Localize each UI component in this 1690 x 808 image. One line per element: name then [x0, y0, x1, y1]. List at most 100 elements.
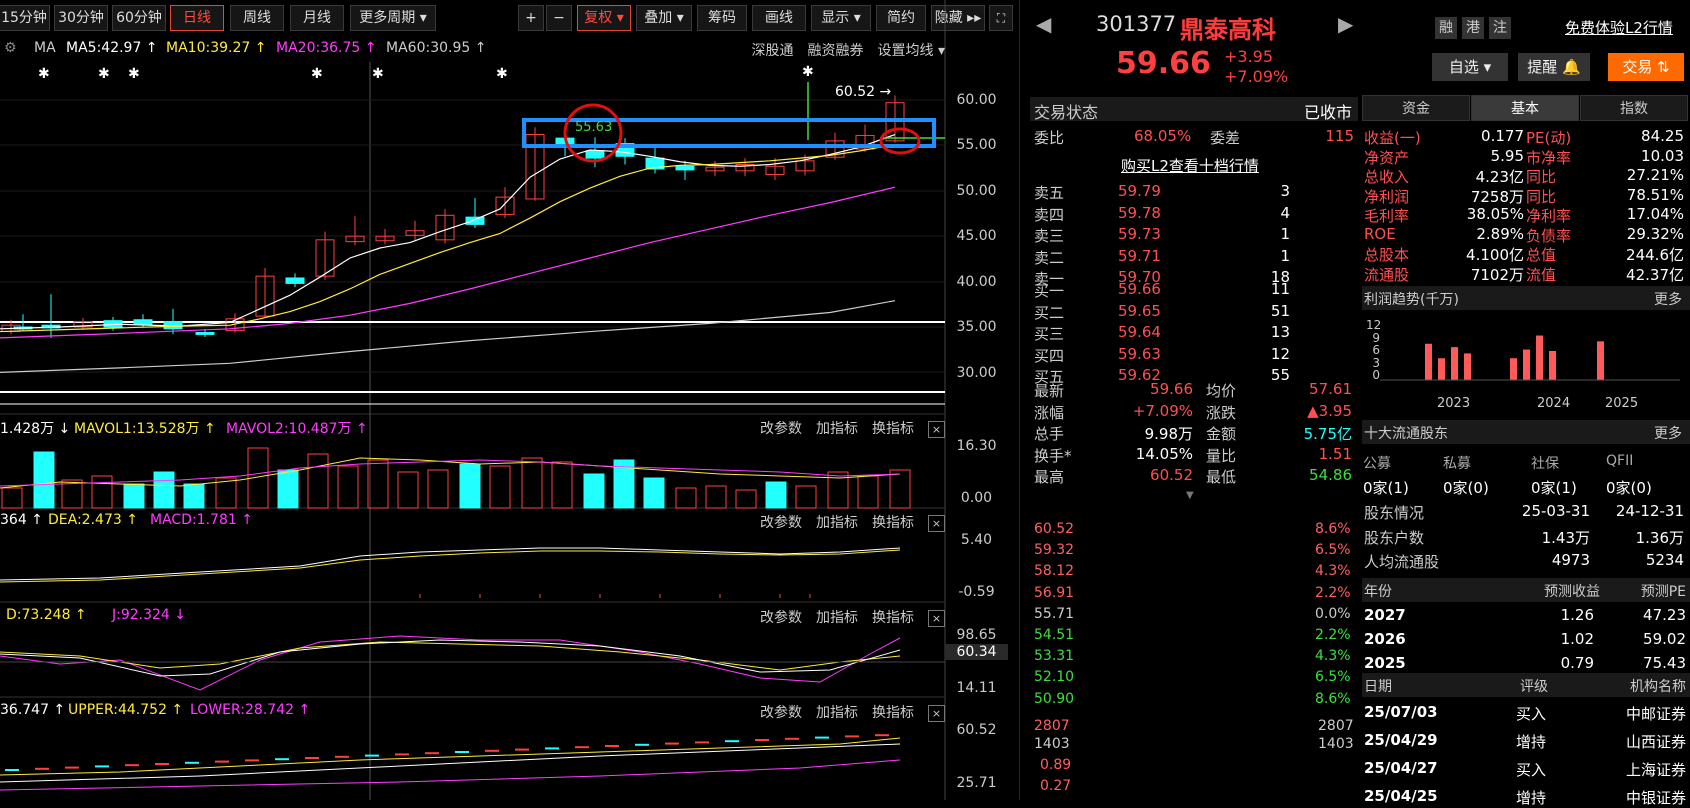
next-stock-icon[interactable]: ▶: [1338, 12, 1354, 36]
fund-label: 同比: [1526, 168, 1557, 186]
rating-value: 增持: [1516, 733, 1547, 751]
last-price: 59.66: [1116, 46, 1211, 81]
hk-connect-badge[interactable]: 港: [1462, 17, 1484, 39]
period-weekly[interactable]: 周线: [230, 5, 284, 31]
note-badge[interactable]: 注: [1489, 17, 1511, 39]
vol-value: 1.428万 ↓: [0, 421, 71, 437]
status-bar: 交易状态 已收市: [1030, 97, 1358, 122]
watchlist-button[interactable]: 自选 ▾: [1432, 53, 1508, 81]
shengutong-link[interactable]: 深股通: [751, 43, 794, 59]
zoom-in-button[interactable]: +: [518, 5, 544, 31]
tab-fundamental[interactable]: 基本: [1471, 95, 1579, 121]
tab-capital[interactable]: 资金: [1362, 95, 1470, 121]
edit-params-button[interactable]: 改参数: [760, 610, 802, 626]
add-indicator-button[interactable]: 加指标: [816, 610, 858, 626]
fullscreen-icon[interactable]: ⛶: [989, 5, 1013, 31]
volume-bar: [551, 461, 573, 509]
price-tick: 55.00: [956, 137, 997, 153]
fund-label: 市净率: [1526, 148, 1572, 167]
profit-more-link[interactable]: 更多: [1654, 292, 1682, 308]
highlight-circle: [563, 103, 623, 163]
period-daily[interactable]: 日线: [170, 5, 224, 31]
close-icon[interactable]: ×: [928, 704, 945, 722]
ask-price: 59.73: [1118, 225, 1161, 243]
overlay-dropdown[interactable]: 叠加 ▾: [636, 5, 692, 31]
prev-stock-icon[interactable]: ◀: [1036, 12, 1052, 36]
profit-bar: [1597, 341, 1604, 380]
intraday-pct-tick: 0.0%: [1315, 605, 1351, 622]
zoom-out-button[interactable]: −: [546, 5, 572, 31]
candle-body: [73, 321, 93, 328]
volume-bar: [705, 485, 727, 509]
macd-legend: 364 ↑ DEA:2.473 ↑ MACD:1.781 ↑ 改参数 加指标 换指标…: [0, 512, 945, 532]
fund-value: 29.32%: [1626, 224, 1684, 243]
quote-label: 换手*: [1034, 446, 1072, 465]
margin-badge[interactable]: 融: [1435, 17, 1457, 39]
fund-label: 毛利率: [1364, 207, 1410, 225]
chip-button[interactable]: 筹码: [697, 5, 747, 31]
fund-value: 84.25: [1641, 127, 1684, 145]
edit-params-button[interactable]: 改参数: [760, 515, 802, 531]
add-indicator-button[interactable]: 加指标: [816, 515, 858, 531]
buy-l2-link[interactable]: 购买L2查看十档行情: [1121, 157, 1259, 175]
volume-bar: [337, 465, 359, 509]
event-star-icon: ✱: [802, 64, 814, 80]
more-periods-dropdown[interactable]: 更多周期 ▾: [350, 5, 436, 31]
expand-arrow-icon[interactable]: ▼: [1186, 490, 1194, 501]
add-indicator-button[interactable]: 加指标: [816, 421, 858, 437]
price-tick: 50.00: [956, 183, 997, 199]
bid-volume: 13: [1270, 323, 1290, 341]
forecast-col-year: 年份: [1364, 584, 1392, 600]
simple-mode-button[interactable]: 简约: [876, 5, 926, 31]
volume-bar: [153, 471, 175, 509]
close-icon[interactable]: ×: [928, 609, 945, 627]
alert-button[interactable]: 提醒 🔔: [1518, 53, 1590, 81]
intraday-price-tick: 53.31: [1034, 648, 1075, 665]
forecast-pe: 47.23: [1643, 606, 1686, 624]
quote-label: 涨跌: [1206, 403, 1237, 422]
edit-params-button[interactable]: 改参数: [760, 705, 802, 721]
fund-value: 10.03: [1641, 146, 1684, 165]
period-15min[interactable]: 15分钟: [0, 5, 50, 31]
holder-count: 0家(1): [1363, 479, 1409, 497]
ma-settings-dropdown[interactable]: 设置均线 ▾: [877, 43, 945, 59]
holder-category: 社保: [1531, 456, 1559, 472]
profit-trend-title: 利润趋势(千万): [1364, 292, 1459, 308]
chart-toolbar: 15分钟 30分钟 60分钟 日线 周线 月线 更多周期 ▾ + − 复权 ▾ …: [0, 5, 1015, 31]
profit-y-tick: 3: [1372, 355, 1380, 370]
volume-bar: [521, 457, 543, 509]
switch-indicator-button[interactable]: 换指标: [872, 515, 914, 531]
free-l2-link[interactable]: 免费体验L2行情: [1565, 19, 1673, 37]
volume-bar: [123, 483, 145, 509]
holders-more-link[interactable]: 更多: [1654, 426, 1682, 442]
holder-category: 私募: [1443, 456, 1471, 472]
switch-indicator-button[interactable]: 换指标: [872, 610, 914, 626]
tab-index[interactable]: 指数: [1580, 95, 1688, 121]
margin-trading-link[interactable]: 融资融券: [807, 43, 864, 59]
holder-count: 0家(1): [1531, 479, 1577, 497]
display-dropdown[interactable]: 显示 ▾: [811, 5, 871, 31]
period-60min[interactable]: 60分钟: [112, 5, 166, 31]
volume-bar: [367, 459, 389, 509]
intraday-vol-mid-right: 1403: [1318, 736, 1354, 752]
kline-chart-area[interactable]: ✱ ✱ ✱ ✱ ✱ ✱ ✱ +: [0, 0, 1020, 800]
hide-panel-button[interactable]: 隐藏 ▸▸: [931, 5, 985, 31]
switch-indicator-button[interactable]: 换指标: [872, 421, 914, 437]
add-indicator-button[interactable]: 加指标: [816, 705, 858, 721]
candle-body: [765, 165, 785, 175]
volume-bar: [307, 453, 329, 509]
period-monthly[interactable]: 月线: [290, 5, 344, 31]
edit-params-button[interactable]: 改参数: [760, 421, 802, 437]
trade-button[interactable]: 交易 ⇅: [1608, 53, 1684, 81]
event-star-icon: ✱: [98, 66, 110, 82]
period-30min[interactable]: 30分钟: [54, 5, 108, 31]
switch-indicator-button[interactable]: 换指标: [872, 705, 914, 721]
fund-label: 流通股: [1364, 265, 1410, 284]
close-icon[interactable]: ×: [928, 514, 945, 532]
fuquan-dropdown[interactable]: 复权 ▾: [577, 5, 631, 31]
draw-line-button[interactable]: 画线: [752, 5, 806, 31]
macd-axis-bottom: -0.59: [958, 584, 995, 600]
boll-actions: 改参数 加指标 换指标 ×: [746, 702, 945, 722]
close-icon[interactable]: ×: [928, 420, 945, 438]
settings-icon[interactable]: ⚙: [4, 40, 17, 56]
